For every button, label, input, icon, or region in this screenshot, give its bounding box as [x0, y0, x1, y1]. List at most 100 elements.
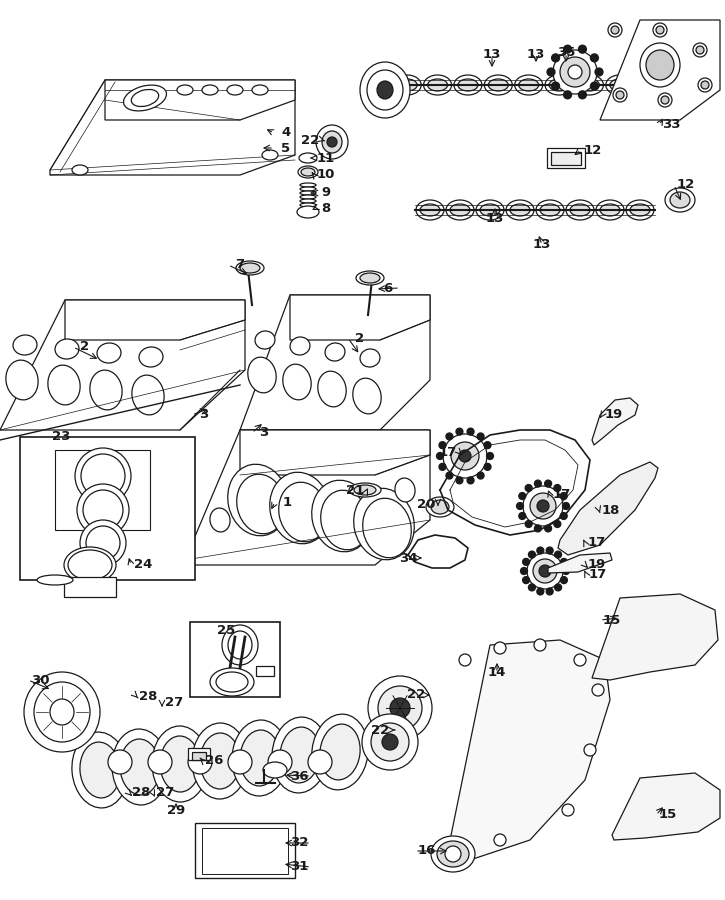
Ellipse shape [24, 672, 100, 752]
Polygon shape [0, 300, 245, 430]
Polygon shape [290, 295, 430, 340]
Ellipse shape [356, 271, 384, 285]
Ellipse shape [454, 75, 482, 95]
Ellipse shape [540, 204, 560, 216]
Ellipse shape [426, 497, 454, 517]
Ellipse shape [431, 500, 449, 514]
Ellipse shape [570, 204, 590, 216]
Ellipse shape [320, 491, 369, 550]
Text: 17: 17 [589, 568, 607, 580]
Ellipse shape [262, 150, 278, 160]
Ellipse shape [362, 499, 411, 558]
Ellipse shape [80, 520, 126, 566]
Ellipse shape [50, 699, 74, 725]
Ellipse shape [533, 559, 557, 583]
Ellipse shape [393, 75, 421, 95]
Ellipse shape [416, 200, 444, 220]
Ellipse shape [34, 682, 90, 742]
Bar [55, 450, 150, 530]
Ellipse shape [484, 75, 513, 95]
Text: 17: 17 [588, 536, 606, 550]
Text: 2: 2 [80, 340, 90, 354]
Ellipse shape [555, 584, 562, 591]
Polygon shape [592, 398, 638, 445]
Text: 12: 12 [584, 143, 602, 157]
Text: 17: 17 [553, 489, 571, 501]
Ellipse shape [574, 654, 586, 666]
Ellipse shape [544, 480, 552, 487]
Ellipse shape [308, 750, 332, 774]
Ellipse shape [450, 204, 470, 216]
Ellipse shape [353, 378, 381, 414]
Ellipse shape [423, 75, 452, 95]
Ellipse shape [584, 744, 596, 756]
Text: 2: 2 [355, 331, 365, 345]
Text: 13: 13 [486, 212, 504, 224]
Ellipse shape [301, 168, 315, 176]
Ellipse shape [554, 520, 561, 527]
Ellipse shape [236, 474, 286, 534]
Ellipse shape [552, 54, 560, 62]
Ellipse shape [362, 714, 418, 770]
Bar [192, 752, 206, 760]
Ellipse shape [484, 442, 491, 449]
Ellipse shape [298, 166, 318, 178]
Ellipse shape [451, 442, 479, 470]
Ellipse shape [160, 736, 200, 792]
Text: 10: 10 [317, 168, 335, 182]
Ellipse shape [252, 85, 268, 95]
Ellipse shape [549, 79, 569, 91]
Ellipse shape [539, 565, 551, 577]
Ellipse shape [270, 472, 331, 544]
Ellipse shape [560, 558, 568, 565]
Text: 20: 20 [417, 499, 435, 511]
Text: 11: 11 [317, 151, 335, 165]
Ellipse shape [613, 88, 627, 102]
Ellipse shape [139, 347, 163, 367]
Bar [551, 152, 581, 165]
Ellipse shape [300, 207, 316, 211]
Ellipse shape [458, 79, 478, 91]
Ellipse shape [290, 337, 310, 355]
Bar [195, 823, 295, 878]
Ellipse shape [661, 96, 669, 104]
Ellipse shape [152, 726, 208, 802]
Text: 13: 13 [483, 49, 501, 61]
Ellipse shape [300, 195, 316, 199]
Ellipse shape [696, 46, 704, 54]
Ellipse shape [312, 481, 372, 552]
Polygon shape [600, 20, 720, 120]
Ellipse shape [656, 26, 664, 34]
Ellipse shape [177, 85, 193, 95]
Ellipse shape [537, 500, 549, 512]
Polygon shape [240, 430, 430, 475]
Ellipse shape [519, 492, 526, 500]
Ellipse shape [486, 453, 494, 460]
Ellipse shape [534, 480, 542, 487]
Text: 1: 1 [283, 496, 291, 508]
Text: 21: 21 [346, 483, 364, 497]
Ellipse shape [595, 68, 603, 76]
Ellipse shape [300, 191, 316, 195]
Text: 16: 16 [418, 844, 436, 858]
Ellipse shape [443, 434, 487, 478]
Ellipse shape [377, 81, 393, 99]
Ellipse shape [600, 204, 620, 216]
Ellipse shape [547, 68, 555, 76]
Ellipse shape [320, 724, 360, 780]
Ellipse shape [300, 199, 316, 203]
Text: 22: 22 [371, 724, 389, 736]
Text: 35: 35 [557, 47, 575, 59]
Ellipse shape [228, 464, 289, 536]
Ellipse shape [354, 488, 414, 560]
Ellipse shape [255, 331, 275, 349]
Ellipse shape [670, 192, 690, 208]
Ellipse shape [272, 717, 328, 793]
Ellipse shape [579, 45, 587, 53]
Ellipse shape [123, 86, 167, 111]
Ellipse shape [665, 188, 695, 212]
Ellipse shape [216, 672, 248, 692]
Ellipse shape [349, 483, 381, 497]
Ellipse shape [566, 200, 594, 220]
Polygon shape [558, 462, 658, 555]
